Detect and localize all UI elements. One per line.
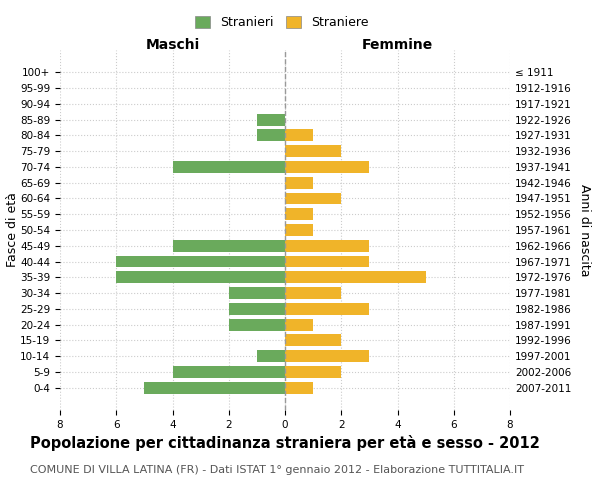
Bar bbox=[285, 177, 313, 188]
Bar bbox=[285, 287, 341, 299]
Bar bbox=[285, 145, 341, 157]
Bar bbox=[173, 161, 285, 173]
Bar bbox=[285, 192, 341, 204]
Y-axis label: Fasce di età: Fasce di età bbox=[7, 192, 20, 268]
Bar bbox=[257, 350, 285, 362]
Bar bbox=[285, 256, 370, 268]
Legend: Stranieri, Straniere: Stranieri, Straniere bbox=[190, 11, 374, 34]
Bar bbox=[285, 272, 425, 283]
Bar bbox=[285, 130, 313, 141]
Bar bbox=[257, 130, 285, 141]
Bar bbox=[285, 366, 341, 378]
Text: COMUNE DI VILLA LATINA (FR) - Dati ISTAT 1° gennaio 2012 - Elaborazione TUTTITAL: COMUNE DI VILLA LATINA (FR) - Dati ISTAT… bbox=[30, 465, 524, 475]
Bar bbox=[173, 240, 285, 252]
Text: Maschi: Maschi bbox=[145, 38, 200, 52]
Bar bbox=[229, 287, 285, 299]
Bar bbox=[229, 318, 285, 330]
Bar bbox=[285, 208, 313, 220]
Bar bbox=[285, 382, 313, 394]
Bar bbox=[116, 256, 285, 268]
Bar bbox=[257, 114, 285, 126]
Y-axis label: Anni di nascita: Anni di nascita bbox=[578, 184, 591, 276]
Bar bbox=[285, 161, 370, 173]
Bar bbox=[285, 318, 313, 330]
Bar bbox=[285, 334, 341, 346]
Bar bbox=[285, 240, 370, 252]
Bar bbox=[145, 382, 285, 394]
Bar bbox=[285, 350, 370, 362]
Bar bbox=[173, 366, 285, 378]
Text: Femmine: Femmine bbox=[362, 38, 433, 52]
Bar bbox=[285, 224, 313, 236]
Text: Popolazione per cittadinanza straniera per età e sesso - 2012: Popolazione per cittadinanza straniera p… bbox=[30, 435, 540, 451]
Bar bbox=[116, 272, 285, 283]
Bar bbox=[229, 303, 285, 315]
Bar bbox=[285, 303, 370, 315]
